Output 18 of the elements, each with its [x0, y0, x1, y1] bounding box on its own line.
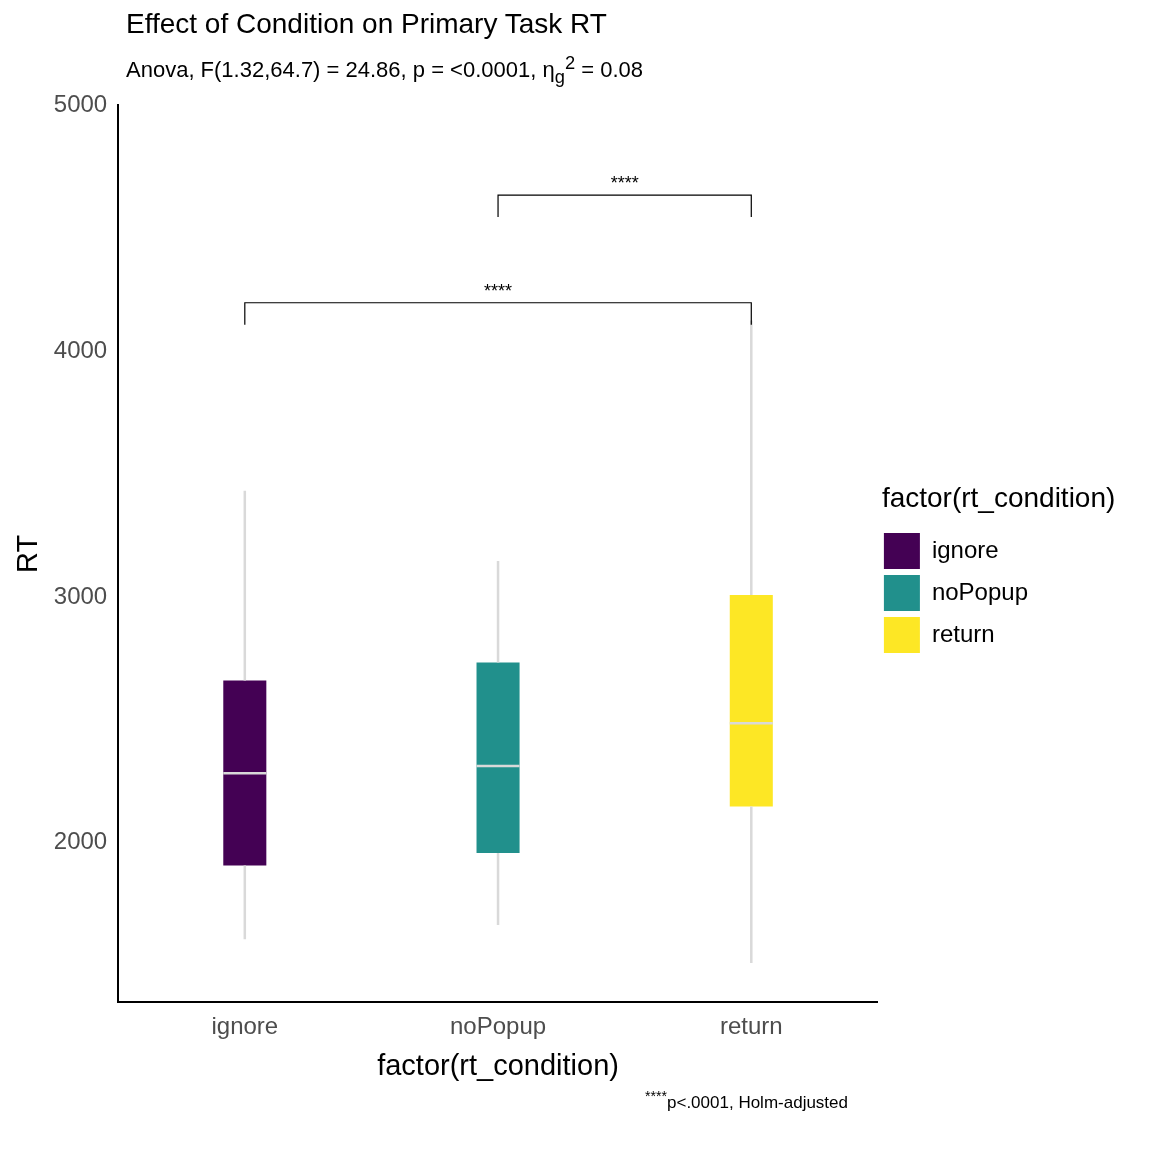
chart-title: Effect of Condition on Primary Task RT [126, 8, 608, 40]
y-tick-label: 4000 [53, 335, 108, 363]
x-tick-label: ignore [211, 1012, 279, 1040]
y-tick-label: 2000 [53, 827, 108, 854]
legend-label: noPopup [931, 577, 1028, 605]
y-axis-title: RT [11, 534, 44, 573]
text: $^{****}$p<.0001, Holm-adjusted [643, 1087, 848, 1113]
y-tick-label: 5000 [53, 89, 108, 117]
annotation: **** [484, 280, 513, 301]
x-tick-label: noPopup [450, 1012, 547, 1040]
chart-subtitle: Anova, F(1.32,64.7) = 24.86, p = <0.0001, η$_{g}$$^{2}$ = 0.08 [126, 52, 644, 88]
y-tick-label: 3000 [53, 581, 108, 609]
legend-label: ignore [931, 535, 999, 563]
legend-label: return [931, 619, 995, 647]
legend-title: factor(rt_condition) [881, 481, 1116, 513]
x-axis-title: factor(rt_condition) [377, 1048, 619, 1081]
x-tick-label: return [719, 1012, 783, 1040]
annotation: **** [610, 172, 639, 193]
